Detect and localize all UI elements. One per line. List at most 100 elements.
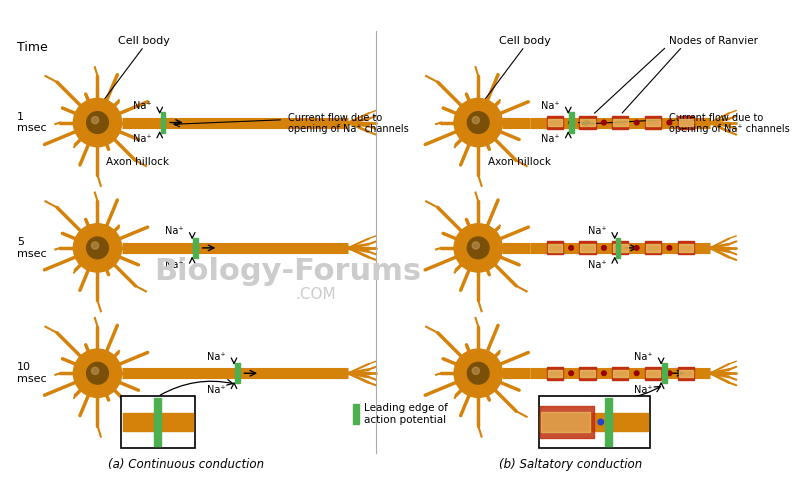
Text: Na⁺: Na⁺ — [166, 226, 184, 236]
Circle shape — [86, 362, 108, 384]
FancyBboxPatch shape — [645, 367, 662, 380]
Text: opening of Na⁺ channels: opening of Na⁺ channels — [669, 124, 790, 134]
FancyBboxPatch shape — [646, 370, 660, 377]
Circle shape — [467, 112, 489, 134]
FancyBboxPatch shape — [546, 116, 563, 129]
FancyBboxPatch shape — [580, 244, 594, 251]
Text: Cell body: Cell body — [118, 36, 170, 46]
FancyBboxPatch shape — [122, 413, 193, 431]
Circle shape — [467, 362, 489, 384]
Text: Time: Time — [17, 41, 47, 54]
FancyBboxPatch shape — [546, 367, 563, 380]
Circle shape — [472, 242, 479, 249]
FancyBboxPatch shape — [678, 367, 694, 380]
FancyBboxPatch shape — [547, 370, 562, 377]
FancyBboxPatch shape — [546, 242, 563, 254]
Circle shape — [634, 120, 639, 125]
FancyBboxPatch shape — [579, 242, 596, 254]
Circle shape — [569, 120, 574, 125]
Circle shape — [467, 237, 489, 259]
Circle shape — [569, 371, 574, 376]
FancyBboxPatch shape — [541, 413, 648, 431]
Text: 1
msec: 1 msec — [17, 112, 46, 133]
FancyBboxPatch shape — [121, 396, 195, 448]
Circle shape — [74, 349, 122, 397]
Circle shape — [472, 116, 479, 124]
FancyBboxPatch shape — [235, 363, 239, 384]
Circle shape — [569, 246, 574, 250]
FancyBboxPatch shape — [613, 370, 627, 377]
Text: Cell body: Cell body — [498, 36, 550, 46]
FancyBboxPatch shape — [580, 370, 594, 377]
FancyBboxPatch shape — [193, 238, 198, 258]
Text: Na⁺: Na⁺ — [207, 352, 226, 361]
Circle shape — [86, 112, 108, 134]
Text: Na⁺: Na⁺ — [634, 385, 653, 395]
Text: (a) Continuous conduction: (a) Continuous conduction — [108, 458, 264, 471]
Circle shape — [91, 116, 98, 124]
Text: Na⁺: Na⁺ — [542, 101, 560, 111]
Circle shape — [74, 99, 122, 147]
Text: (b) Saltatory conduction: (b) Saltatory conduction — [499, 458, 642, 471]
Text: Na⁺: Na⁺ — [133, 101, 151, 111]
Text: 10
msec: 10 msec — [17, 362, 46, 384]
Text: .COM: .COM — [295, 287, 336, 302]
FancyBboxPatch shape — [579, 367, 596, 380]
FancyBboxPatch shape — [606, 398, 612, 446]
Circle shape — [634, 246, 639, 250]
Circle shape — [454, 99, 502, 147]
Circle shape — [472, 367, 479, 375]
FancyBboxPatch shape — [547, 119, 562, 126]
Text: Axon hillock: Axon hillock — [489, 157, 551, 167]
FancyBboxPatch shape — [612, 367, 629, 380]
FancyBboxPatch shape — [645, 242, 662, 254]
Circle shape — [74, 224, 122, 272]
Text: Axon hillock: Axon hillock — [106, 157, 169, 167]
FancyBboxPatch shape — [580, 119, 594, 126]
Text: Na⁺: Na⁺ — [634, 352, 653, 361]
Text: Na⁺: Na⁺ — [542, 134, 560, 144]
Text: Leading edge of
action potential: Leading edge of action potential — [364, 403, 448, 425]
FancyBboxPatch shape — [541, 406, 594, 438]
Text: opening of Na⁺ channels: opening of Na⁺ channels — [288, 124, 409, 134]
FancyBboxPatch shape — [662, 363, 666, 384]
FancyBboxPatch shape — [579, 116, 596, 129]
Text: Nodes of Ranvier: Nodes of Ranvier — [669, 36, 758, 46]
Circle shape — [86, 237, 108, 259]
FancyBboxPatch shape — [646, 244, 660, 251]
FancyBboxPatch shape — [613, 244, 627, 251]
Circle shape — [667, 120, 672, 125]
Circle shape — [602, 246, 606, 250]
FancyBboxPatch shape — [678, 244, 693, 251]
FancyBboxPatch shape — [616, 238, 620, 258]
Circle shape — [602, 371, 606, 376]
FancyBboxPatch shape — [538, 396, 650, 448]
Text: Na⁺: Na⁺ — [207, 385, 226, 395]
Circle shape — [454, 224, 502, 272]
FancyBboxPatch shape — [542, 412, 590, 432]
FancyBboxPatch shape — [353, 404, 359, 424]
FancyBboxPatch shape — [678, 116, 694, 129]
FancyBboxPatch shape — [154, 398, 161, 446]
FancyBboxPatch shape — [612, 116, 629, 129]
Circle shape — [634, 371, 639, 376]
FancyBboxPatch shape — [570, 112, 574, 133]
Circle shape — [598, 419, 603, 425]
Circle shape — [91, 367, 98, 375]
FancyBboxPatch shape — [645, 116, 662, 129]
Circle shape — [667, 246, 672, 250]
FancyBboxPatch shape — [613, 119, 627, 126]
Text: Current flow due to: Current flow due to — [669, 113, 763, 123]
FancyBboxPatch shape — [612, 242, 629, 254]
Text: Current flow due to: Current flow due to — [288, 113, 382, 123]
Circle shape — [602, 120, 606, 125]
FancyBboxPatch shape — [678, 119, 693, 126]
Text: Na⁺: Na⁺ — [588, 226, 606, 236]
Text: 5
msec: 5 msec — [17, 237, 46, 259]
FancyBboxPatch shape — [678, 370, 693, 377]
Text: Na⁺: Na⁺ — [166, 260, 184, 270]
Circle shape — [454, 349, 502, 397]
Text: Na⁺: Na⁺ — [133, 134, 151, 144]
FancyBboxPatch shape — [678, 242, 694, 254]
Text: Na⁺: Na⁺ — [588, 260, 606, 270]
